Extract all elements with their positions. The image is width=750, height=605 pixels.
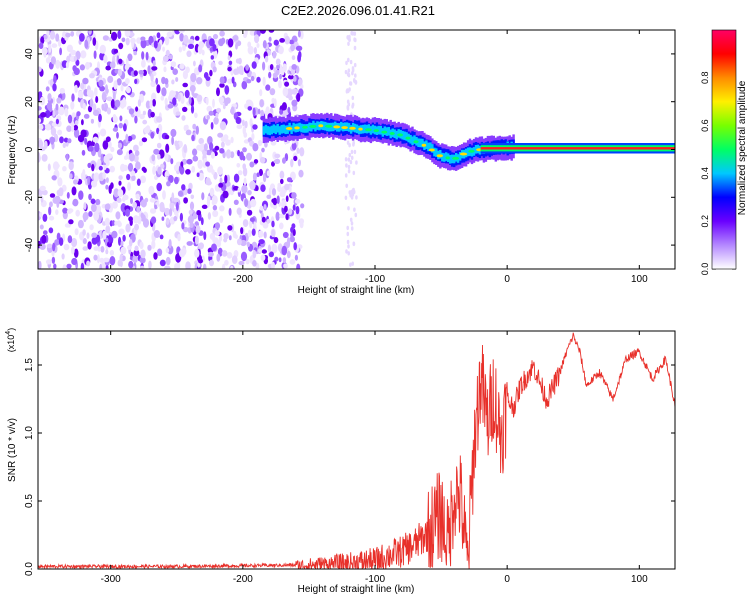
- colorbar-tick-label: 0.8: [700, 72, 710, 85]
- colorbar-tick-label: 0.0: [700, 263, 710, 276]
- spectrogram-y-tick-label: -40: [24, 237, 35, 252]
- snr-y-tick-label: 0.5: [24, 494, 35, 508]
- spectrogram-noise-speckle: [38, 30, 358, 269]
- spectrogram-x-tick-label: 0: [504, 274, 510, 285]
- snr-panel: -300 -200 -100 0 100 0.0 0.5 1.0 1.5 Height of s…: [5, 328, 676, 595]
- colorbar-label: Normalized spectral amplitude: [737, 80, 748, 215]
- snr-plot-area: [37, 330, 676, 570]
- snr-frame: [37, 330, 676, 570]
- spectrogram-y-axis-label: Frequency (Hz): [7, 116, 18, 185]
- snr-x-tick-label: 100: [631, 574, 648, 585]
- snr-y-tick-label: 1.0: [24, 426, 35, 440]
- spectrogram-x-tick-label: 100: [631, 274, 648, 285]
- spectrogram-y-tick-label: 40: [24, 48, 35, 60]
- snr-y-tick-label: 1.5: [24, 358, 35, 372]
- colorbar-gradient: [712, 30, 736, 269]
- figure-title: C2E2.2026.096.01.41.R21: [281, 3, 435, 18]
- spectrogram-ridge: [262, 112, 675, 171]
- colorbar-tick-label: 0.6: [700, 119, 710, 132]
- snr-y-multiplier: (x104): [5, 328, 16, 352]
- snr-x-tick-label: 0: [504, 574, 510, 585]
- snr-x-axis-label: Height of straight line (km): [298, 584, 415, 595]
- spectrogram-x-tick-label: -300: [101, 274, 121, 285]
- snr-x-tick-label: -100: [365, 574, 385, 585]
- spectrogram-plot-area: [37, 29, 676, 270]
- snr-y-axis-label: SNR (10 * v/v): [7, 418, 18, 482]
- snr-x-tick-label: -200: [233, 574, 253, 585]
- colorbar-tick-label: 0.2: [700, 215, 710, 228]
- colorbar-tick-label: 0.4: [700, 167, 710, 180]
- snr-ticks: -300 -200 -100 0 100 0.0 0.5 1.0 1.5: [24, 331, 675, 585]
- snr-x-tick-label: -300: [101, 574, 121, 585]
- spectrogram-x-tick-label: -100: [365, 274, 385, 285]
- spectrogram-x-axis-label: Height of straight line (km): [298, 285, 415, 296]
- colorbar: 0.0 0.2 0.4 0.6 0.8 Normalized spectral ampl…: [700, 29, 748, 276]
- spectrogram-y-tick-label: -20: [24, 190, 35, 205]
- snr-y-tick-label: 0.0: [24, 562, 35, 576]
- spectrogram-y-tick-label: 0: [24, 146, 35, 152]
- spectrogram-y-tick-label: 20: [24, 96, 35, 108]
- snr-series-line: [38, 332, 675, 569]
- spectrogram-x-tick-label: -200: [233, 274, 253, 285]
